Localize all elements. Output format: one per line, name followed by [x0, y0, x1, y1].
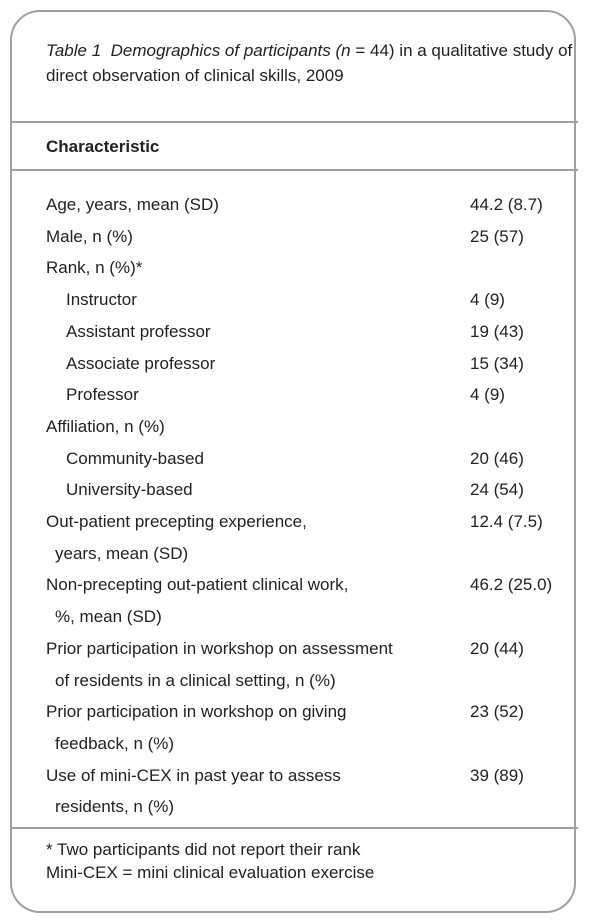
row-label: Use of mini-CEX in past year to assess re… [46, 760, 456, 823]
row-label: Male, n (%) [46, 221, 456, 253]
caption: Table 1 Demographics of participants (n … [46, 38, 576, 88]
row-value: 39 (89) [470, 765, 524, 785]
table-row: Community-based 20 (46) [0, 443, 589, 475]
table-row: Male, n (%) 25 (57) [0, 221, 589, 253]
row-label: Affiliation, n (%) [46, 411, 456, 443]
table-row: Associate professor 15 (34) [0, 348, 589, 380]
label-line: Associate professor [66, 353, 216, 373]
label-line: Age, years, mean (SD) [46, 195, 219, 214]
row-value: 15 (34) [470, 353, 524, 373]
row-label: University-based [66, 474, 476, 506]
row-value: 4 (9) [470, 290, 505, 310]
row-label: Age, years, mean (SD) [46, 189, 456, 221]
label-line: years, mean (SD) [55, 543, 189, 563]
rule [10, 827, 578, 829]
row-value: 20 (46) [470, 448, 524, 468]
table-row: Assistant professor 19 (43) [0, 316, 589, 348]
table-row: Professor 4 (9) [0, 379, 589, 411]
label-line: Community-based [66, 448, 204, 468]
row-value: 24 (54) [470, 480, 524, 500]
table-row: Non-precepting out-patient clinical work… [0, 569, 589, 632]
row-label: Rank, n (%)* [46, 252, 456, 284]
row-label: Out-patient precepting experience, years,… [46, 506, 456, 569]
row-value: 46.2 (25.0) [470, 575, 553, 595]
row-label: Assistant professor [66, 316, 476, 348]
row-label: Instructor [66, 284, 476, 316]
row-label: Professor [66, 379, 476, 411]
caption-emphasis: Demographics of participants (n [110, 41, 351, 60]
column-header: Characteristic [46, 137, 160, 156]
label-line: feedback, n (%) [55, 733, 175, 753]
label-line: Professor [66, 385, 139, 405]
row-value: 44.2 (8.7) [470, 195, 543, 214]
row-label: Prior participation in workshop on givin… [46, 696, 456, 759]
footnotes: * Two participants did not report their … [46, 838, 374, 884]
row-label: Non-precepting out-patient clinical work… [46, 569, 456, 632]
row-value: 25 (57) [470, 226, 524, 246]
caption-label: Table 1 [46, 41, 102, 60]
table-row: Affiliation, n (%) [0, 411, 589, 443]
label-line: Use of mini-CEX in past year to assess [46, 765, 341, 785]
row-value: 12.4 (7.5) [470, 512, 543, 532]
label-line: Prior participation in workshop on asses… [46, 638, 393, 658]
label-line: Affiliation, n (%) [46, 416, 165, 436]
label-line: Instructor [66, 290, 137, 310]
label-line: Assistant professor [66, 321, 211, 341]
label-line: Non-precepting out-patient clinical work… [46, 575, 349, 595]
table-row: Prior participation in workshop on asses… [0, 633, 589, 696]
table-row: Age, years, mean (SD) 44.2 (8.7) [0, 189, 589, 221]
label-line: Rank, n (%)* [46, 258, 143, 278]
row-label: Prior participation in workshop on asses… [46, 633, 456, 696]
table-row: Out-patient precepting experience, years,… [0, 506, 589, 569]
table-row: Prior participation in workshop on givin… [0, 696, 589, 759]
label-line: Prior participation in workshop on givin… [46, 702, 347, 722]
label-line: %, mean (SD) [55, 607, 162, 627]
row-value: 23 (52) [470, 702, 524, 722]
label-line: Male, n (%) [46, 226, 133, 246]
rule [10, 121, 578, 123]
rule [10, 169, 578, 171]
footnote: Mini-CEX = mini clinical evaluation exer… [46, 863, 375, 882]
label-line: residents, n (%) [55, 797, 175, 817]
row-value: 4 (9) [470, 385, 505, 405]
table-row: Use of mini-CEX in past year to assess re… [0, 760, 589, 823]
label-line: of residents in a clinical setting, n (%… [55, 670, 336, 690]
row-value: 20 (44) [470, 638, 524, 658]
label-line: Out-patient precepting experience, [46, 512, 307, 532]
table-body: Age, years, mean (SD) 44.2 (8.7) Male, n (… [0, 189, 589, 823]
table-frame [10, 10, 576, 913]
table-row: University-based 24 (54) [0, 474, 589, 506]
row-value: 19 (43) [470, 321, 524, 341]
footnote: * Two participants did not report their … [46, 840, 361, 859]
table-row: Rank, n (%)* [0, 252, 589, 284]
row-label: Associate professor [66, 348, 476, 380]
row-label: Community-based [66, 443, 476, 475]
caption-text: = 44) in a qualitative study of direct o… [46, 41, 573, 85]
label-line: University-based [66, 480, 193, 500]
table-row: Instructor 4 (9) [0, 284, 589, 316]
